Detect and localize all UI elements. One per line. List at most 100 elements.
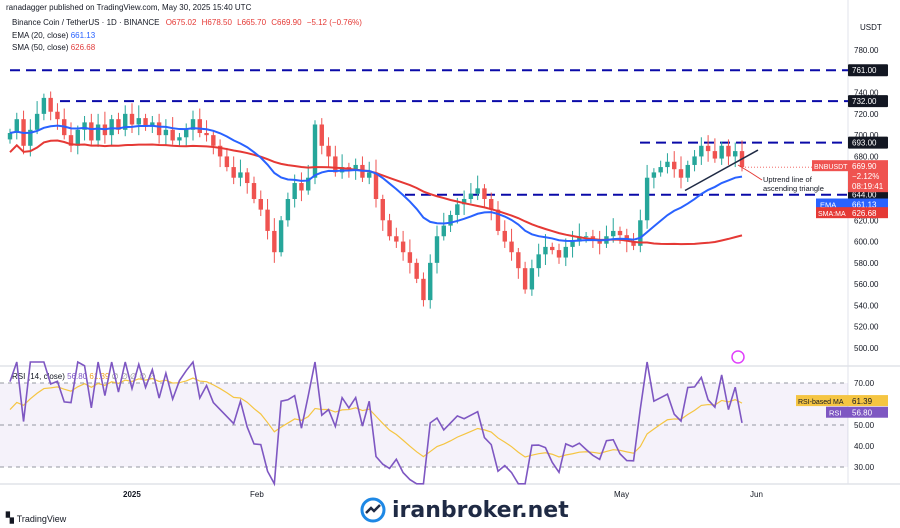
sma-legend-value: 626.68	[70, 43, 96, 52]
sma-legend[interactable]: SMA (50, close) 626.68	[12, 43, 95, 52]
sma-value-tag: 626.68	[852, 209, 877, 218]
candle-body	[482, 188, 487, 199]
candle-body	[597, 239, 602, 244]
candle-body	[163, 129, 169, 136]
price-tick-label: 500.00	[854, 344, 879, 353]
candle-body	[434, 236, 440, 263]
rsi-value-tag: 56.80	[852, 409, 873, 418]
ohlc-high: H678.50	[201, 18, 232, 27]
candle-body	[278, 220, 284, 253]
candle-body	[672, 161, 677, 170]
level-tag-label: 761.00	[852, 66, 877, 75]
candle-body	[631, 241, 636, 246]
candle-body	[543, 246, 548, 255]
candle-body	[312, 124, 318, 178]
candle-body	[685, 164, 690, 178]
candle-body	[170, 129, 175, 141]
candle-body	[7, 133, 13, 140]
candle-body	[299, 183, 304, 191]
publisher-line: ranadagger published on TradingView.com,…	[6, 3, 251, 12]
ema-name-tag: EMA	[820, 201, 836, 210]
symbol-line[interactable]: Binance Coin / TetherUS · 1D · BINANCE O…	[12, 18, 362, 27]
ema-legend-label: EMA (20, close)	[12, 31, 69, 40]
level-tag-bg	[848, 95, 888, 108]
candle-body	[204, 133, 209, 136]
candle-body	[407, 252, 413, 263]
price-tick-label: 520.00	[854, 323, 879, 332]
rsi-value-tag-bg	[848, 406, 888, 418]
candle-body	[414, 262, 419, 279]
candle-body	[129, 113, 135, 125]
level-tag-label: 693.00	[852, 139, 877, 148]
candle-body	[55, 111, 60, 120]
rsi-tick-label: 70.00	[854, 379, 875, 388]
candle-body	[14, 119, 19, 134]
time-tick-label: Feb	[250, 490, 264, 499]
price-tick-label: 740.00	[854, 89, 879, 98]
tv-brand: TradingView	[16, 513, 67, 524]
candle-body	[651, 172, 657, 178]
last-price-value: 669.90	[852, 162, 877, 171]
sma-name-tag: SMA:MA	[818, 211, 846, 218]
candle-body	[34, 113, 40, 130]
annotation-text-line2: ascending triangle	[763, 184, 824, 193]
price-tick-label: 580.00	[854, 259, 879, 268]
symbol-tag-label: BNBUSDT	[814, 164, 848, 171]
rsi-line	[9, 360, 743, 487]
candle-body	[353, 164, 358, 170]
tradingview-logo[interactable]: ▚ TradingView	[6, 513, 66, 524]
candle-body	[89, 122, 94, 141]
candle-body	[536, 254, 541, 269]
candle-body	[529, 268, 535, 290]
last-price-change: −2.12%	[852, 172, 879, 181]
price-tick-label: 600.00	[854, 238, 879, 247]
alert-icon	[731, 350, 745, 364]
rsi-ma-value-tag: 61.39	[852, 397, 873, 406]
candle-body	[516, 252, 521, 269]
candle-body	[116, 119, 121, 130]
candle-body	[68, 135, 74, 146]
rsi-tick-label: 50.00	[854, 421, 875, 430]
symbol-tag-bg	[812, 160, 848, 172]
ema-legend[interactable]: EMA (20, close) 661.13	[12, 31, 95, 40]
candle-body	[136, 118, 141, 125]
candle-body	[590, 236, 596, 240]
candle-body	[224, 156, 230, 168]
candle-body	[522, 268, 528, 290]
symbol-name[interactable]: Binance Coin / TetherUS · 1D · BINANCE	[12, 18, 160, 27]
bar-countdown: 08:19:41	[852, 182, 884, 191]
time-tick-label: Jun	[750, 490, 763, 499]
candle-body	[550, 246, 555, 251]
uptrend-line	[684, 149, 759, 192]
candle-body	[644, 177, 650, 221]
candle-body	[570, 241, 575, 247]
candle-body	[719, 145, 724, 159]
candle-body	[638, 220, 643, 246]
candle-body	[428, 262, 433, 301]
rsi-ma-line	[9, 377, 743, 458]
price-tick-label: 700.00	[854, 131, 879, 140]
price-tick-label: 540.00	[854, 301, 879, 310]
candle-body	[272, 230, 277, 253]
candle-body	[367, 172, 372, 178]
candle-body	[489, 199, 494, 210]
annotation-pointer	[737, 164, 763, 181]
candle-body	[48, 97, 53, 112]
candle-body	[217, 145, 223, 157]
price-tick-label: 680.00	[854, 152, 879, 161]
candle-body	[28, 129, 33, 146]
rsi-ma-name-tag: RSI-based MA	[798, 399, 844, 406]
candle-body	[238, 172, 243, 178]
candle-body	[461, 199, 467, 205]
candle-body	[678, 169, 684, 178]
candle-body	[184, 129, 189, 138]
rsi-legend[interactable]: RSI (14, close) 56.80 61.39 ∅ ∅ ∅ ∅ ∅	[12, 372, 155, 381]
price-tick-label: 780.00	[854, 46, 879, 55]
candle-body	[448, 214, 453, 226]
ohlc-change: −5.12 (−0.76%)	[306, 18, 362, 27]
candle-body	[251, 183, 257, 199]
sma-legend-label: SMA (50, close)	[12, 43, 69, 52]
candle-body	[509, 241, 514, 253]
watermark-text: iranbroker.net	[392, 497, 569, 523]
